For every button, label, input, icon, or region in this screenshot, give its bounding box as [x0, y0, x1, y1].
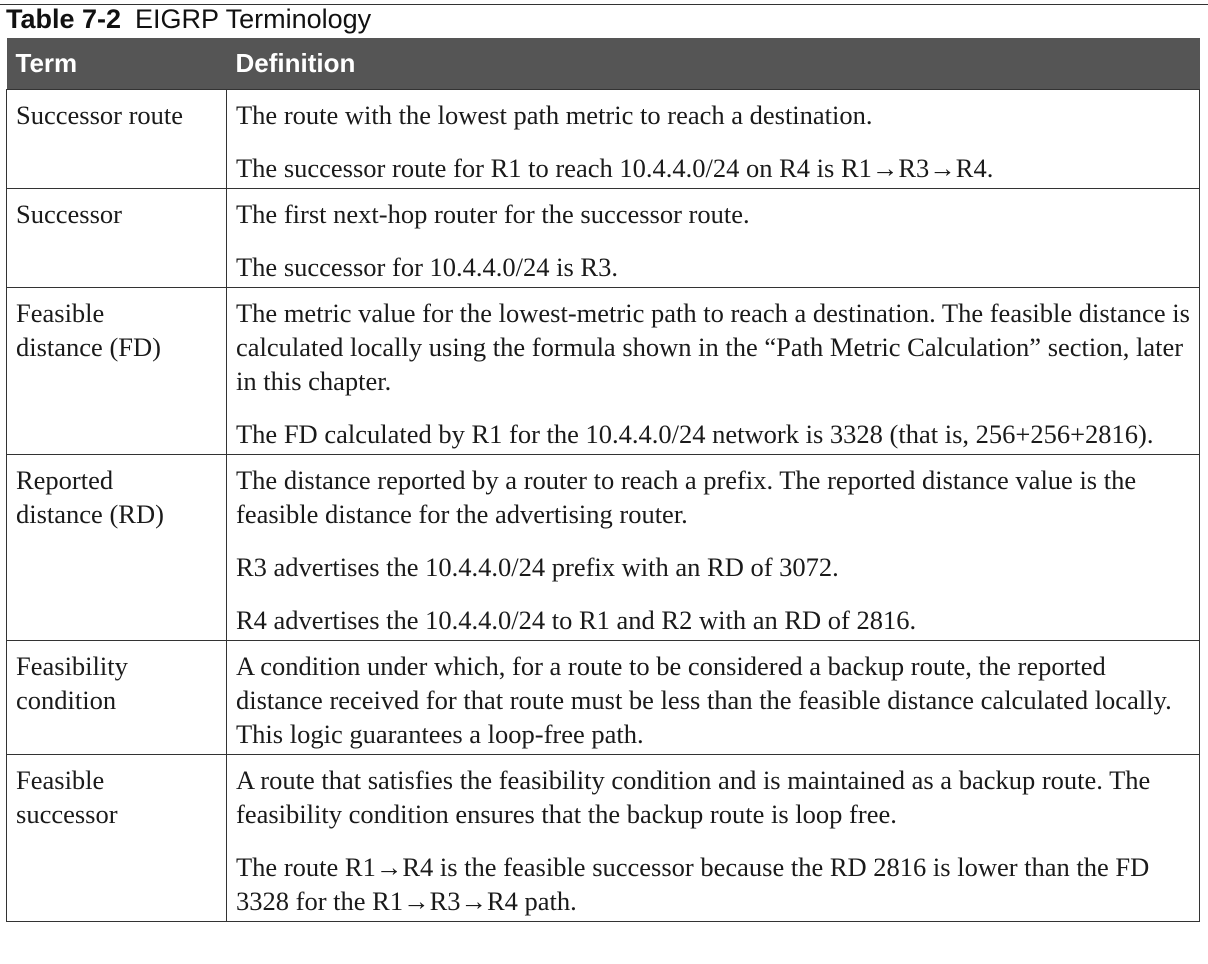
- definition-paragraph: The metric value for the lowest-metric p…: [236, 297, 1190, 396]
- definition-paragraph: R4 advertises the 10.4.4.0/24 to R1 and …: [236, 604, 917, 635]
- definition-cell: The metric value for the lowest-metric p…: [226, 286, 1200, 455]
- top-rule: [0, 4, 1208, 5]
- term-line: Successor: [16, 198, 122, 229]
- definition-paragraph: A condition under which, for a route to …: [236, 650, 1172, 749]
- term-line: Feasibility: [16, 650, 128, 681]
- table-row: Successor The first next-hop router for t…: [6, 187, 1200, 288]
- header-row: Term Definition: [6, 38, 1200, 89]
- definition-cell: A condition under which, for a route to …: [226, 639, 1200, 755]
- definition-cell: The first next-hop router for the succes…: [226, 187, 1200, 288]
- table-number: Table 7-2: [6, 4, 122, 34]
- table-row: Feasible distance (FD) The metric value fo…: [6, 286, 1200, 455]
- term-line: Reported: [16, 464, 114, 495]
- term-line: successor: [16, 798, 118, 829]
- terminology-table: Term Definition Successor route The route…: [6, 38, 1200, 922]
- term-cell: Feasible successor: [6, 753, 227, 922]
- table-title: EIGRP Terminology: [135, 4, 372, 34]
- term-line: distance (FD): [16, 331, 161, 362]
- definition-cell: A route that satisfies the feasibility c…: [226, 753, 1200, 922]
- term-line: Feasible: [16, 297, 105, 328]
- definition-paragraph: R3 advertises the 10.4.4.0/24 prefix wit…: [236, 551, 839, 582]
- term-cell: Successor route: [6, 88, 227, 189]
- term-line: condition: [16, 684, 117, 715]
- definition-column-header: Definition: [226, 38, 1200, 89]
- term-cell: Reported distance (RD): [6, 453, 227, 641]
- table-row: Feasibility condition A condition under wh…: [6, 639, 1200, 755]
- definition-paragraph: The FD calculated by R1 for the 10.4.4.0…: [236, 418, 1154, 449]
- term-cell: Feasibility condition: [6, 639, 227, 755]
- definition-paragraph: The first next-hop router for the succes…: [236, 198, 750, 229]
- definition-paragraph: The route R1→R4 is the feasible successo…: [236, 851, 1150, 916]
- definition-paragraph: A route that satisfies the feasibility c…: [236, 764, 1151, 829]
- definition-paragraph: The route with the lowest path metric to…: [236, 99, 873, 130]
- definition-cell: The route with the lowest path metric to…: [226, 88, 1200, 189]
- table-caption: Table 7-2 EIGRP Terminology: [6, 3, 371, 35]
- table-row: Reported distance (RD) The distance report…: [6, 453, 1200, 641]
- term-cell: Feasible distance (FD): [6, 286, 227, 455]
- term-column-header: Term: [6, 38, 227, 89]
- definition-cell: The distance reported by a router to rea…: [226, 453, 1200, 641]
- term-line: distance (RD): [16, 498, 164, 529]
- definition-paragraph: The successor for 10.4.4.0/24 is R3.: [236, 251, 618, 282]
- table-row: Feasible successor A route that satisfies …: [6, 753, 1200, 922]
- term-line: Successor route: [16, 99, 184, 130]
- table-row: Successor route The route with the lowest…: [6, 88, 1200, 189]
- definition-paragraph: The distance reported by a router to rea…: [236, 464, 1137, 529]
- term-line: Feasible: [16, 764, 105, 795]
- definition-paragraph: The successor route for R1 to reach 10.4…: [236, 152, 994, 183]
- term-cell: Successor: [6, 187, 227, 288]
